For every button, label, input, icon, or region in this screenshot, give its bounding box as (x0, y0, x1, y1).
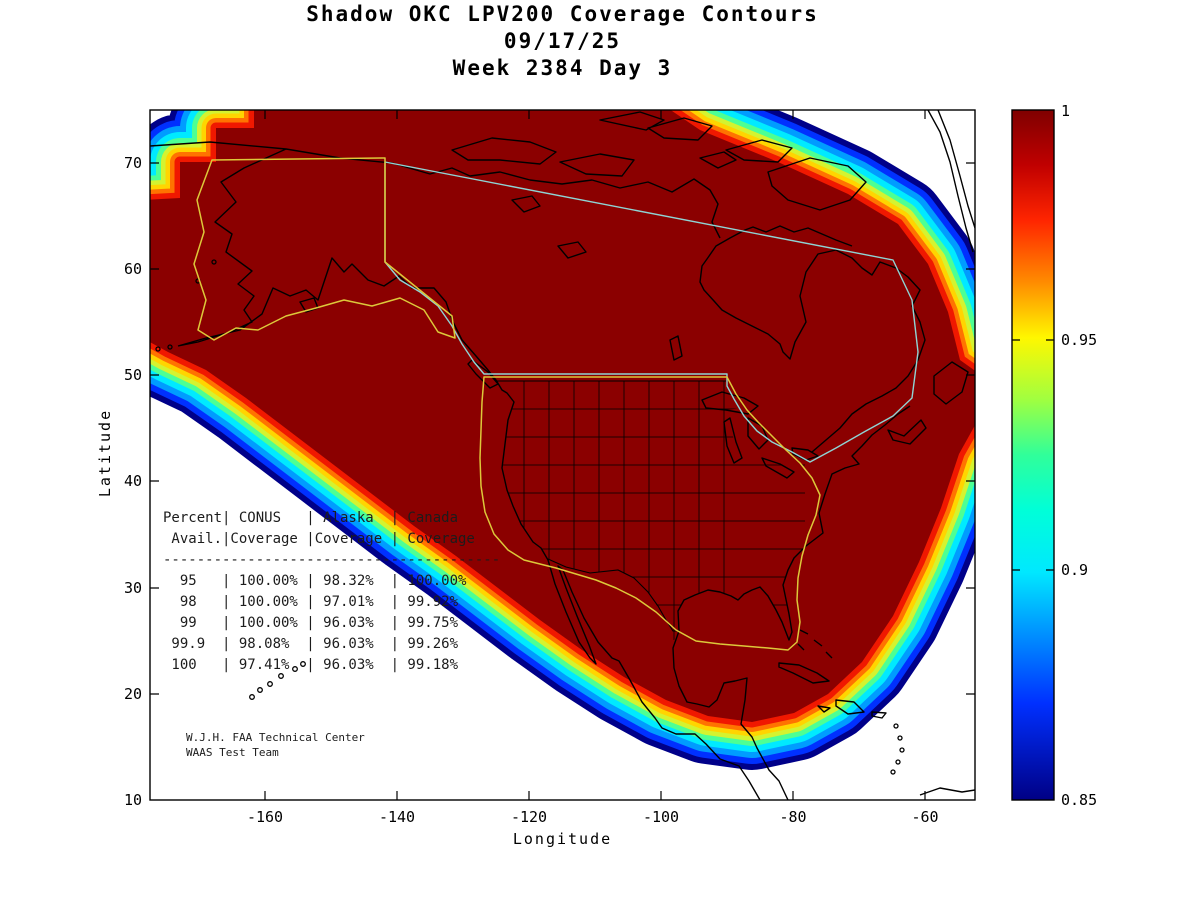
small-island-dots (155, 259, 905, 775)
colorbar-ticks (1012, 339, 1054, 571)
colorbar-frame (1011, 109, 1055, 801)
hawaii-island-dot (257, 687, 263, 693)
y-tick-label-30: 30 (123, 579, 142, 597)
map-area (150, 110, 975, 800)
colorbar (1011, 109, 1055, 801)
axis-ticks (150, 110, 975, 800)
antilles-island-dot (897, 735, 903, 741)
y-tick-label-70: 70 (123, 154, 142, 172)
coverage-statistics-table: Percent| CONUS | Alaska | Canada Avail.|… (163, 510, 501, 673)
hawaii-island-dot (300, 661, 306, 667)
y-tick-label-20: 20 (123, 685, 142, 703)
x-tick-label-80: -80 (779, 808, 807, 826)
x-tick-label-100: -100 (642, 808, 680, 826)
credit-text: W.J.H. FAA Technical Center WAAS Test Te… (186, 731, 365, 759)
alaska-service-boundary (193, 157, 456, 341)
figure-title-line1: Shadow OKC LPV200 Coverage Contours (306, 2, 819, 26)
canada-service-boundary (384, 161, 919, 463)
hawaii-island-dot (267, 681, 273, 687)
x-tick-label-160: -160 (246, 808, 284, 826)
y-tick-label-50: 50 (123, 366, 142, 384)
colorbar-gradient (1012, 110, 1054, 800)
antilles-island-dot (893, 723, 899, 729)
antilles-island-dot (895, 759, 901, 765)
colorbar-label-085: 0.85 (1061, 791, 1098, 809)
antilles-island-dot (899, 747, 905, 753)
antilles-island-dot (890, 769, 896, 775)
conus-service-boundary (479, 376, 821, 651)
hawaii-island-dot (278, 673, 284, 679)
x-tick-label-60: -60 (911, 808, 939, 826)
us-state-boundaries (497, 381, 805, 640)
aleutian-island-dot (167, 344, 173, 350)
hawaii-island-dot (249, 694, 255, 700)
x-tick-label-120: -120 (510, 808, 548, 826)
x-tick-label-140: -140 (378, 808, 416, 826)
coastline-islands-lakes (299, 111, 969, 719)
coastline-mainland (150, 110, 975, 800)
y-tick-label-60: 60 (123, 260, 142, 278)
aleutian-island-dot (155, 346, 161, 352)
figure-title-line3: Week 2384 Day 3 (452, 56, 673, 80)
bering-island-dot (211, 259, 217, 265)
figure-title-line2: 09/17/25 (503, 29, 622, 53)
colorbar-label-1: 1 (1061, 102, 1071, 120)
national-borders (497, 380, 726, 632)
hawaii-island-dot (292, 666, 298, 672)
x-axis-label: Longitude (512, 830, 613, 848)
plot-frame (149, 109, 976, 801)
y-tick-label-10: 10 (123, 791, 142, 809)
y-tick-label-40: 40 (123, 472, 142, 490)
colorbar-label-09: 0.9 (1061, 561, 1089, 579)
colorbar-label-095: 0.95 (1061, 331, 1098, 349)
